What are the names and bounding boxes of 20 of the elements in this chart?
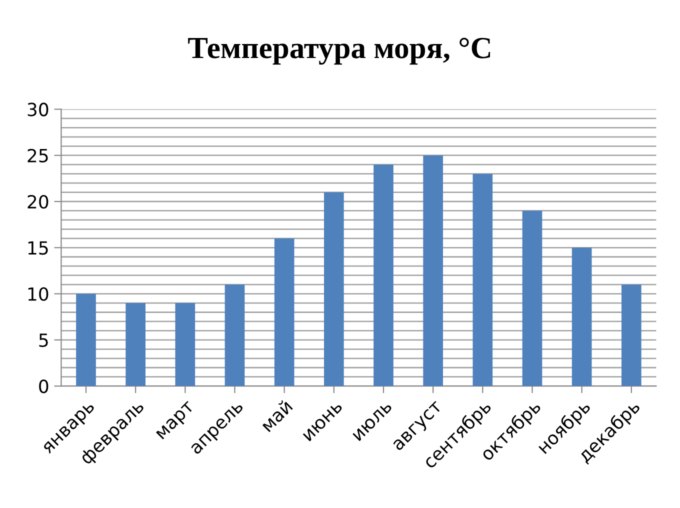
- y-tick-label: 15: [28, 241, 48, 255]
- bar: [224, 284, 245, 386]
- y-tick-label: 0: [39, 380, 48, 394]
- bar: [572, 248, 592, 386]
- bar: [423, 155, 443, 386]
- bar: [274, 238, 294, 386]
- bar: [522, 210, 542, 386]
- bar: [175, 303, 196, 386]
- y-tick-label: 5: [39, 334, 48, 348]
- y-tick-label: 30: [28, 102, 48, 116]
- y-tick-label: 25: [28, 148, 48, 162]
- y-tick-label: 10: [28, 287, 48, 301]
- bar: [126, 303, 146, 386]
- bar: [76, 294, 96, 386]
- bar: [324, 192, 344, 386]
- bar: [621, 284, 642, 386]
- y-tick-label: 20: [28, 194, 48, 209]
- bar: [374, 164, 394, 386]
- bar: [472, 174, 493, 386]
- chart-title: Температура моря, °C: [188, 38, 490, 65]
